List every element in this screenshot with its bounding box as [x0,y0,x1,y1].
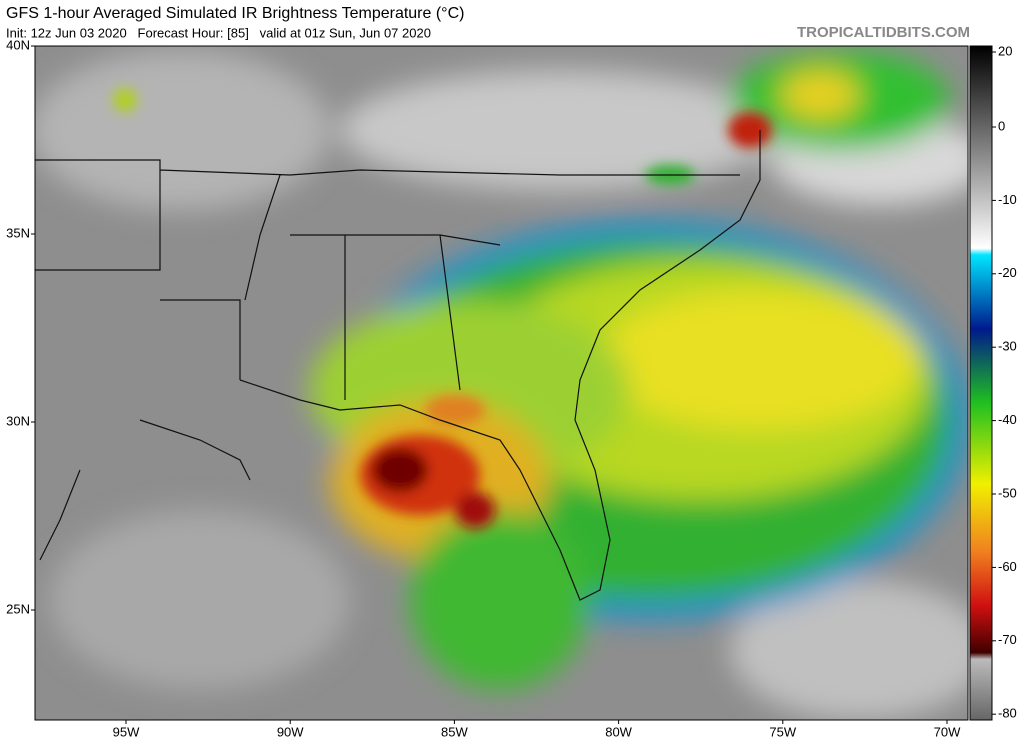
site-name: TROPICALTIDBITS.COM [797,24,970,41]
colorbar-tick-label: -10 [998,192,1017,207]
latitude-label: 30N [6,413,30,428]
colorbar [969,45,993,721]
colorbar-tick-label: -60 [998,559,1017,574]
latitude-label: 35N [6,225,30,240]
latitude-label: 25N [6,601,30,616]
map-frame [34,45,969,721]
colorbar-tick-label: -30 [998,339,1017,354]
colorbar-tick-label: -40 [998,412,1017,427]
colorbar-tick-label: -80 [998,706,1017,721]
satellite-map [35,46,968,720]
colorbar-tick-label: 20 [998,43,1012,58]
title: GFS 1-hour Averaged Simulated IR Brightn… [6,5,464,22]
longitude-label: 85W [441,724,468,739]
longitude-label: 75W [769,724,796,739]
longitude-label: 90W [277,724,304,739]
colorbar-tick-label: 0 [998,118,1005,133]
colorbar-tick-label: -70 [998,632,1017,647]
longitude-label: 70W [934,724,961,739]
longitude-label: 95W [113,724,140,739]
subtitle: Init: 12z Jun 03 2020 Forecast Hour: [85… [6,25,431,40]
colorbar-tick-label: -20 [998,265,1017,280]
latitude-label: 40N [6,37,30,52]
longitude-label: 80W [605,724,632,739]
colorbar-tick-label: -50 [998,485,1017,500]
